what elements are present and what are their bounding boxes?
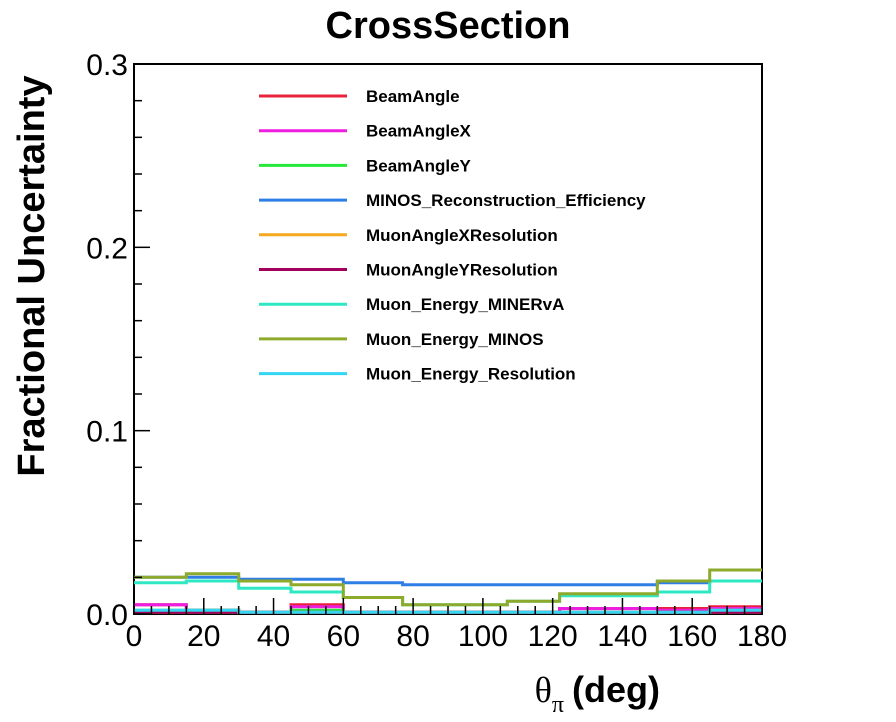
legend-entry: Muon_Energy_Resolution <box>259 365 576 384</box>
x-tick-label: 180 <box>737 620 787 653</box>
x-tick-label: 140 <box>597 620 647 653</box>
x-tick-label: 80 <box>396 620 429 653</box>
y-tick-label: 0.1 <box>86 416 128 449</box>
legend-label: Muon_Energy_MINERvA <box>366 295 564 314</box>
y-tick-label: 0.3 <box>86 49 128 82</box>
x-tick-label: 100 <box>458 620 508 653</box>
chart-title: CrossSection <box>326 5 571 47</box>
series-layer <box>134 568 762 614</box>
x-tick-label: 120 <box>528 620 578 653</box>
legend-label: MuonAngleYResolution <box>366 261 558 280</box>
legend-label: Muon_Energy_MINOS <box>366 330 544 349</box>
x-axis-label-subscript: π <box>552 692 564 718</box>
minor-ticks <box>133 63 763 615</box>
x-tick-labels: 0 20 40 60 80 100 120 140 160 180 <box>126 620 787 653</box>
legend-label: MuonAngleXResolution <box>366 226 558 245</box>
legend-entry: MuonAngleYResolution <box>259 261 558 280</box>
x-tick-label: 0 <box>126 620 143 653</box>
y-tick-labels: 0.0 0.1 0.2 0.3 <box>86 49 128 632</box>
x-tick-label: 20 <box>187 620 220 653</box>
series-line-muon-energy-minos <box>134 568 762 607</box>
x-tick-label: 160 <box>667 620 717 653</box>
legend-label: BeamAngleY <box>366 156 472 175</box>
x-axis-label: θπ (deg) <box>535 669 660 718</box>
legend-entry: Muon_Energy_MINOS <box>259 330 544 349</box>
legend-label: BeamAngleX <box>366 122 472 141</box>
y-tick-label: 0.0 <box>86 599 128 632</box>
y-axis-label: Fractional Uncertainty <box>11 75 53 476</box>
legend-entry: BeamAngleX <box>259 122 472 141</box>
legend: BeamAngle BeamAngleX BeamAngleY MINOS_Recon… <box>259 87 646 384</box>
legend-label: BeamAngle <box>366 87 460 106</box>
legend-entry: MuonAngleXResolution <box>259 226 558 245</box>
x-tick-label: 60 <box>327 620 360 653</box>
legend-entry: BeamAngleY <box>259 156 472 175</box>
legend-entry: Muon_Energy_MINERvA <box>259 295 564 314</box>
x-axis-label-symbol: θ <box>535 670 552 710</box>
legend-label: MINOS_Reconstruction_Efficiency <box>366 191 646 210</box>
x-axis-label-unit: (deg) <box>572 669 660 710</box>
x-tick-label: 40 <box>257 620 290 653</box>
legend-entry: MINOS_Reconstruction_Efficiency <box>259 191 646 210</box>
y-tick-label: 0.2 <box>86 232 128 265</box>
legend-label: Muon_Energy_Resolution <box>366 365 576 384</box>
legend-entry: BeamAngle <box>259 87 460 106</box>
